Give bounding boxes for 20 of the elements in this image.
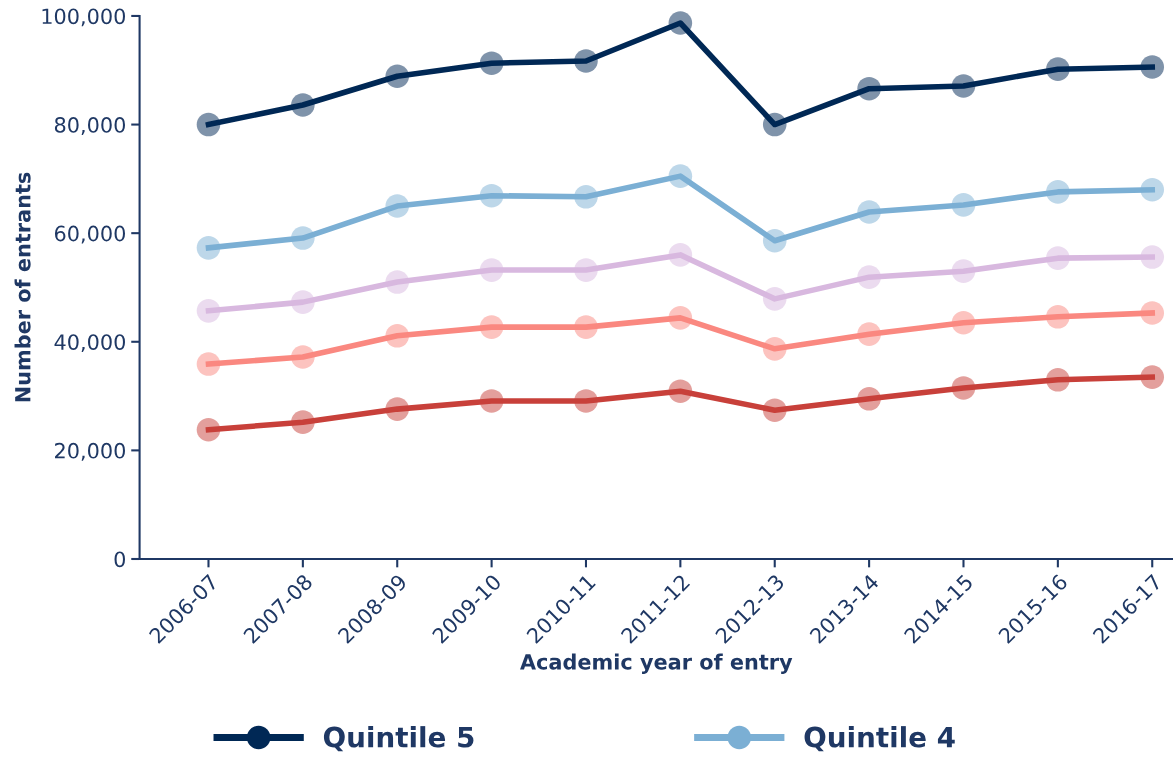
point xyxy=(196,112,221,137)
legend-label: Quintile 4 xyxy=(804,726,955,752)
y-tick-label: 40,000 xyxy=(54,334,126,353)
point xyxy=(196,299,221,323)
point xyxy=(196,417,221,442)
point xyxy=(1140,177,1165,202)
x-axis-title: Academic year of entry xyxy=(520,653,793,674)
point xyxy=(1140,245,1165,269)
point xyxy=(1140,301,1165,325)
point xyxy=(196,352,221,376)
point xyxy=(1140,365,1165,389)
y-tick-label: 20,000 xyxy=(55,442,126,461)
y-tick-label: 80,000 xyxy=(54,117,126,135)
y-tick-label: 60,000 xyxy=(54,225,126,244)
legend-label: Quintile 5 xyxy=(323,726,474,752)
point xyxy=(1140,55,1165,79)
point xyxy=(196,236,221,260)
y-tick-label: 100,000 xyxy=(42,8,126,27)
y-axis-title: Number of entrants xyxy=(14,172,31,402)
y-tick-label: 0 xyxy=(114,551,126,568)
